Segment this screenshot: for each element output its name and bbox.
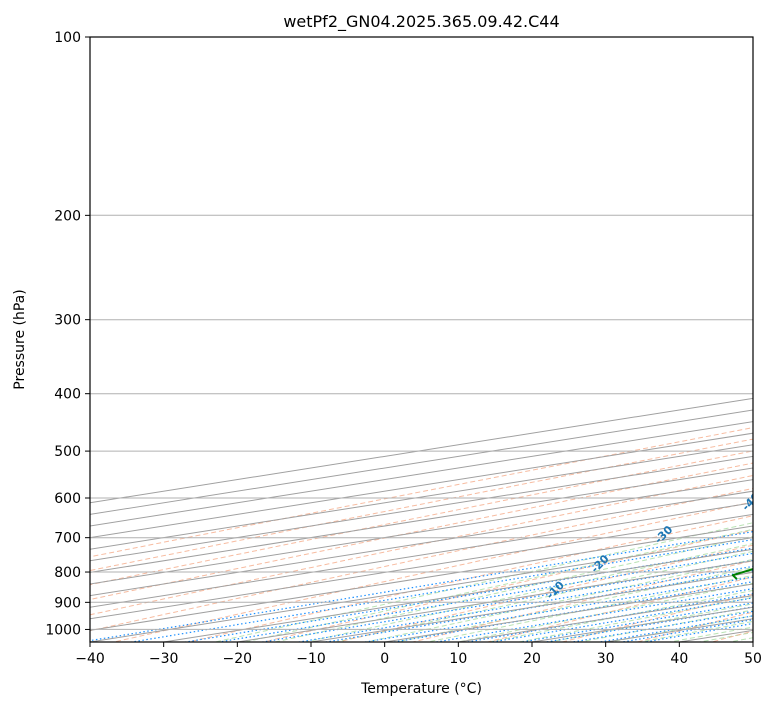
isotherm-line [90, 455, 753, 562]
isotherm-line [90, 502, 753, 608]
isotherm-line [90, 479, 753, 585]
plot-area: -100-90-80-70-60-50-40-30-20-1000.10.20.… [90, 37, 753, 642]
x-tick-label: 20 [523, 651, 541, 667]
x-tick-label: −10 [296, 651, 326, 667]
x-tick-label: 50 [744, 651, 762, 667]
mixing-ratio-line [128, 538, 753, 642]
isotherms [90, 397, 753, 642]
y-tick-label: 900 [54, 595, 81, 611]
dry-adiabat-line [485, 576, 753, 642]
isotherm-line [90, 525, 753, 631]
plot-frame [89, 36, 754, 643]
moist-adiabat-line [516, 596, 753, 642]
moist-adiabat-line [333, 550, 753, 642]
dry-adiabat-line [410, 560, 753, 642]
y-tick-label: 200 [54, 208, 81, 224]
moist-adiabat-line [576, 609, 753, 642]
x-axis-title: Temperature (°C) [360, 681, 482, 697]
dry-adiabat-line [111, 501, 753, 642]
dry-adiabat-line [90, 487, 753, 632]
y-tick-label: 100 [54, 30, 81, 46]
isotherm-line [752, 641, 753, 642]
y-tick-label: 400 [54, 387, 81, 403]
dry-adiabat-line [560, 593, 753, 642]
y-tick-label: 1000 [45, 622, 81, 638]
moist-adiabat-line [212, 522, 753, 642]
x-tick-label: 30 [597, 651, 615, 667]
y-tick-label: 600 [54, 491, 81, 507]
isotherm-line [90, 467, 753, 573]
x-tick-label: 10 [449, 651, 467, 667]
dry-adiabat-line [90, 450, 753, 586]
x-tick-label: 40 [670, 651, 688, 667]
x-axis: −40 −30 −20 −10 0 10 20 30 40 50 [75, 642, 762, 667]
chart-title: wetPf2_GN04.2025.365.09.42.C44 [283, 12, 559, 32]
y-tick-label: 500 [54, 444, 81, 460]
x-tick-label: −30 [149, 651, 179, 667]
x-tick-label: −40 [75, 651, 105, 667]
x-tick-label: 0 [380, 651, 389, 667]
dry-adiabat-line [261, 529, 753, 642]
y-tick-label: 800 [54, 565, 81, 581]
y-axis-title: Pressure (hPa) [12, 289, 28, 389]
dry-adiabat-line [90, 474, 753, 616]
pressure-gridlines [90, 37, 753, 630]
moist-adiabat-line [242, 528, 753, 642]
x-tick-label: −20 [223, 651, 253, 667]
isotherm-line [90, 444, 753, 550]
y-tick-label: 300 [54, 313, 81, 329]
dry-adiabats [90, 427, 753, 642]
y-axis: 100 200 300 400 500 600 700 800 900 1000 [45, 30, 90, 638]
y-tick-label: 700 [54, 531, 81, 547]
isotherm-line [90, 490, 753, 597]
isotherm-line [90, 513, 753, 620]
isotherm-line [90, 537, 753, 642]
dry-adiabat-line [90, 427, 753, 558]
